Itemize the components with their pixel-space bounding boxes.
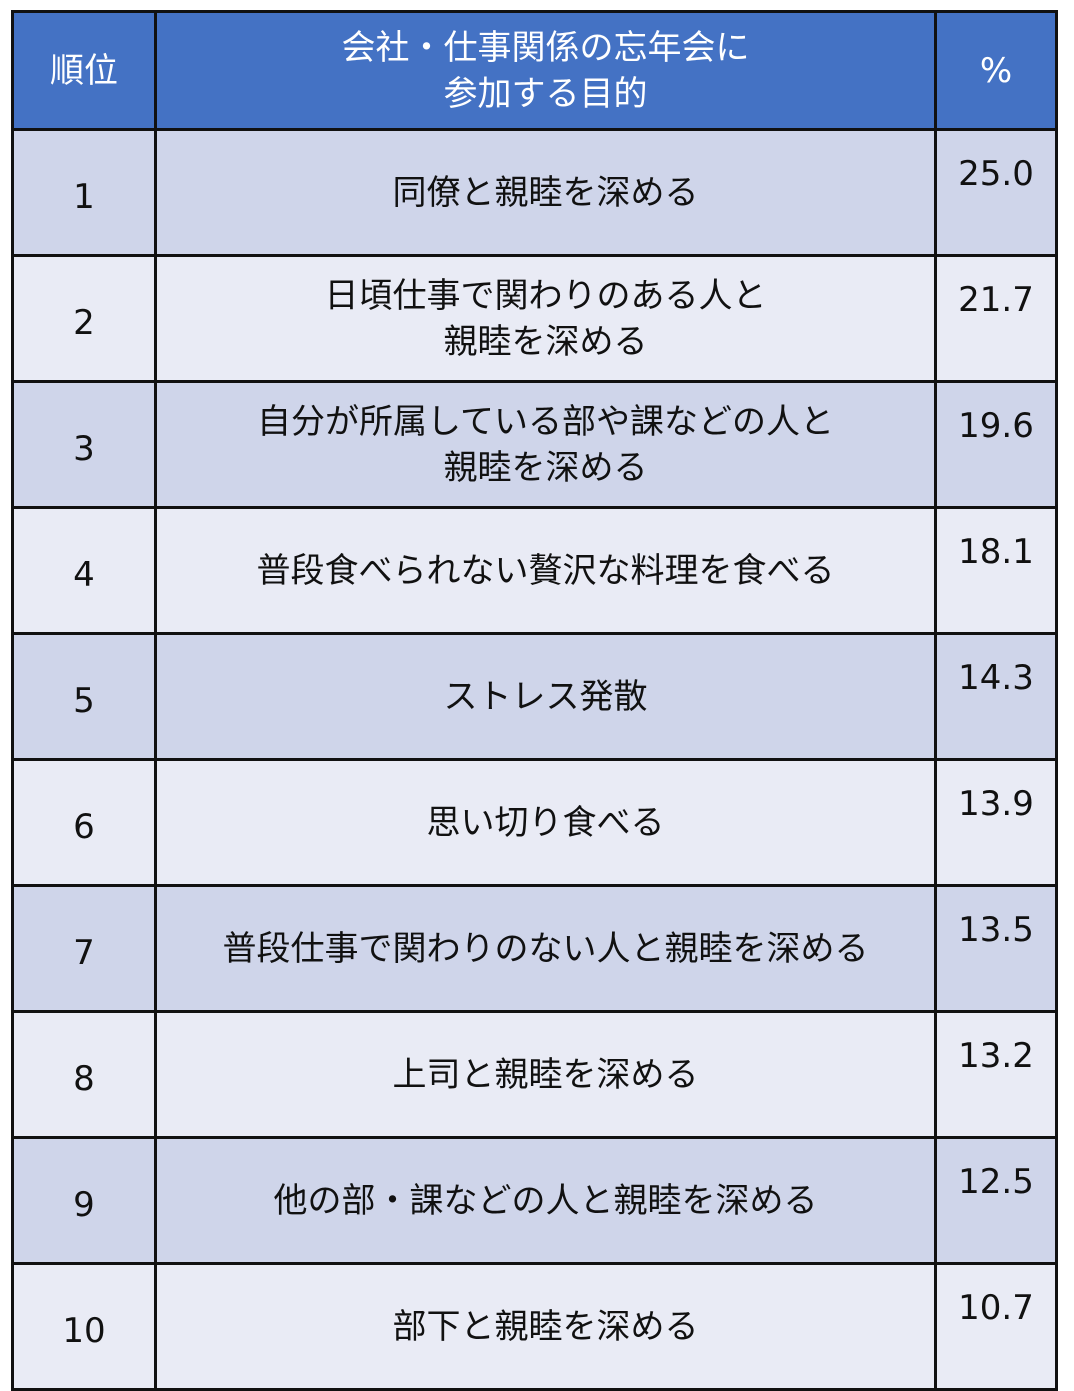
purpose-cell: 同僚と親睦を深める (154, 128, 937, 257)
table-row: 3 自分が所属している部や課などの人と 親睦を深める 19.6 (11, 380, 1058, 509)
percent-cell: 13.2 (934, 1010, 1058, 1139)
rank-cell: 8 (11, 1010, 157, 1139)
purpose-cell: 上司と親睦を深める (154, 1010, 937, 1139)
purpose-cell: 普段食べられない贅沢な料理を食べる (154, 506, 937, 635)
header-rank: 順位 (11, 10, 157, 131)
rank-cell: 2 (11, 254, 157, 383)
rank-cell: 5 (11, 632, 157, 761)
percent-cell: 21.7 (934, 254, 1058, 383)
table-row: 4 普段食べられない贅沢な料理を食べる 18.1 (11, 506, 1058, 635)
table-row: 1 同僚と親睦を深める 25.0 (11, 128, 1058, 257)
purpose-cell: 部下と親睦を深める (154, 1262, 937, 1391)
table-row: 7 普段仕事で関わりのない人と親睦を深める 13.5 (11, 884, 1058, 1013)
percent-cell: 13.9 (934, 758, 1058, 887)
percent-cell: 14.3 (934, 632, 1058, 761)
percent-cell: 25.0 (934, 128, 1058, 257)
purpose-cell: ストレス発散 (154, 632, 937, 761)
rank-cell: 3 (11, 380, 157, 509)
table-row: 9 他の部・課などの人と親睦を深める 12.5 (11, 1136, 1058, 1265)
ranking-table: 順位 会社・仕事関係の忘年会に 参加する目的 % 1 同僚と親睦を深める 25.0 2… (11, 10, 1058, 1391)
rank-cell: 6 (11, 758, 157, 887)
purpose-cell: 自分が所属している部や課などの人と 親睦を深める (154, 380, 937, 509)
purpose-cell: 思い切り食べる (154, 758, 937, 887)
percent-cell: 10.7 (934, 1262, 1058, 1391)
table-row: 6 思い切り食べる 13.9 (11, 758, 1058, 887)
header-row: 順位 会社・仕事関係の忘年会に 参加する目的 % (11, 10, 1058, 131)
header-purpose: 会社・仕事関係の忘年会に 参加する目的 (154, 10, 937, 131)
rank-cell: 7 (11, 884, 157, 1013)
rank-cell: 4 (11, 506, 157, 635)
table-row: 10 部下と親睦を深める 10.7 (11, 1262, 1058, 1391)
table-row: 5 ストレス発散 14.3 (11, 632, 1058, 761)
purpose-cell: 他の部・課などの人と親睦を深める (154, 1136, 937, 1265)
percent-cell: 13.5 (934, 884, 1058, 1013)
rank-cell: 9 (11, 1136, 157, 1265)
table-row: 2 日頃仕事で関わりのある人と 親睦を深める 21.7 (11, 254, 1058, 383)
header-percent: % (934, 10, 1058, 131)
table-row: 8 上司と親睦を深める 13.2 (11, 1010, 1058, 1139)
percent-cell: 19.6 (934, 380, 1058, 509)
purpose-cell: 普段仕事で関わりのない人と親睦を深める (154, 884, 937, 1013)
percent-cell: 12.5 (934, 1136, 1058, 1265)
purpose-cell: 日頃仕事で関わりのある人と 親睦を深める (154, 254, 937, 383)
rank-cell: 1 (11, 128, 157, 257)
rank-cell: 10 (11, 1262, 157, 1391)
percent-cell: 18.1 (934, 506, 1058, 635)
